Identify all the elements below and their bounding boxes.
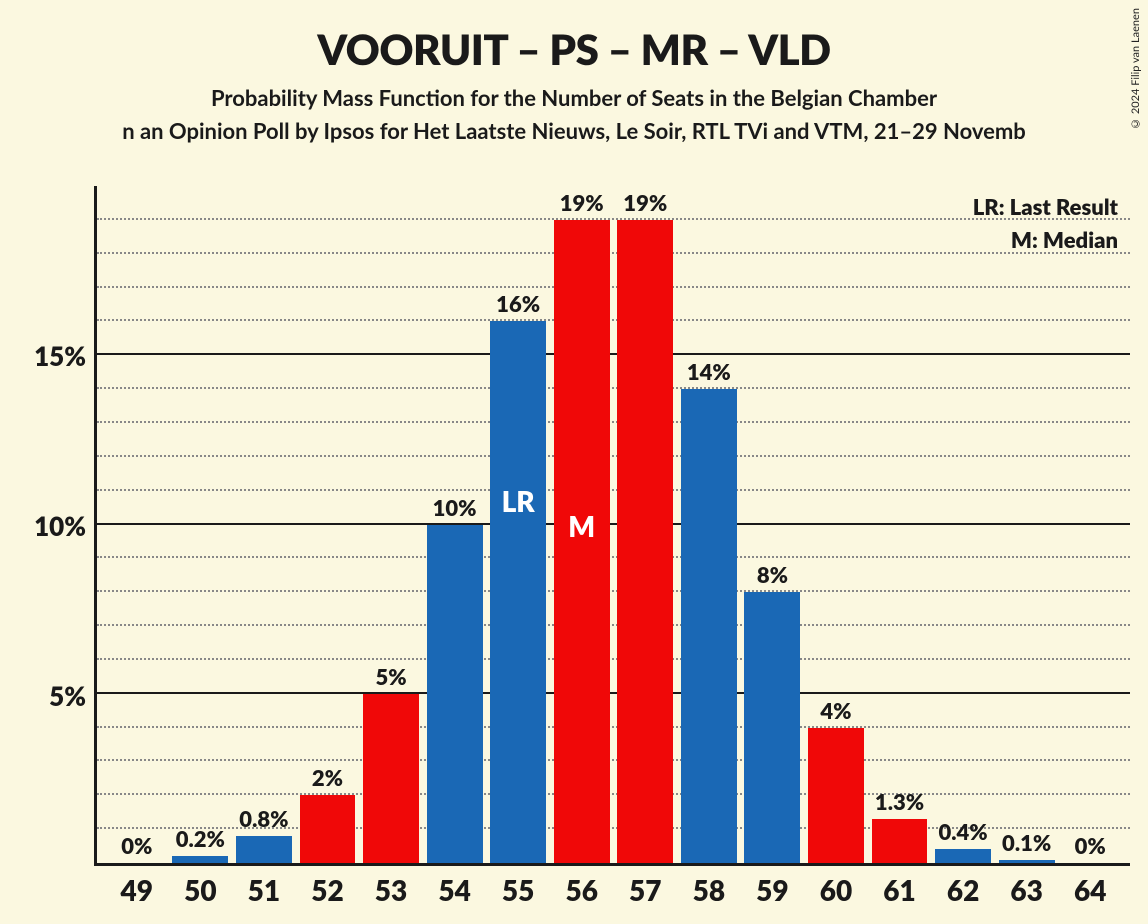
median-marker: M (568, 509, 595, 543)
bar: 0.8% (236, 836, 292, 863)
bar-value-label: 16% (496, 290, 540, 321)
bar-slot: 19% M (550, 186, 614, 863)
y-axis-label: 5% (49, 680, 86, 712)
bar-value-label: 0% (121, 832, 152, 863)
bar-slot: 14% (677, 186, 741, 863)
bar: 19%M (554, 220, 610, 863)
bar-slot: 5% (359, 186, 423, 863)
bar-slot: 0% (105, 186, 169, 863)
x-axis-label: 63 (995, 873, 1059, 907)
bar-slot: 10% (423, 186, 487, 863)
bar: 14% (681, 389, 737, 863)
bar: 8% (744, 592, 800, 863)
bar: 1.3% (872, 819, 928, 863)
bar-slot: 8% (741, 186, 805, 863)
y-axis-label: 10% (34, 510, 86, 542)
bar-value-label: 0.8% (239, 805, 288, 836)
bar-value-label: 0% (1075, 832, 1106, 863)
x-axis-label: 55 (486, 873, 550, 907)
bar-value-label: 0.4% (938, 818, 987, 849)
x-axis-label: 58 (677, 873, 741, 907)
x-axis-label: 56 (550, 873, 614, 907)
x-axis-label: 57 (614, 873, 678, 907)
bar-slot: 0.1% (995, 186, 1059, 863)
x-axis-label: 50 (169, 873, 233, 907)
bar-value-label: 1.3% (875, 788, 924, 819)
copyright-text: © 2024 Filip van Laenen (1129, 8, 1142, 130)
bar-slot: 16% LR (486, 186, 550, 863)
y-axis-labels: 5% 10% 15% (16, 186, 86, 866)
bar-value-label: 2% (312, 764, 343, 795)
x-axis-label: 54 (423, 873, 487, 907)
chart-title: VOORUIT – PS – MR – VLD (0, 0, 1148, 74)
bar-slot: 4% (804, 186, 868, 863)
bar: 0.2% (172, 856, 228, 863)
bar: 16%LR (490, 321, 546, 863)
bar: 4% (808, 728, 864, 863)
bar-value-label: 0.2% (176, 825, 225, 856)
bar: 19% (617, 220, 673, 863)
bar-slot: 2% (296, 186, 360, 863)
bars-container: 0%0.2%0.8%2%5%10%16%LR19%M19%14%8%4%1.3%… (97, 186, 1130, 863)
bar-slot: 1.3% (868, 186, 932, 863)
bar-value-label: 19% (560, 189, 604, 220)
x-axis-label: 62 (931, 873, 995, 907)
bar-slot: 19% (614, 186, 678, 863)
chart-subtitle-1: Probability Mass Function for the Number… (0, 74, 1148, 111)
bar-slot: 0.4% (931, 186, 995, 863)
bar: 2% (300, 795, 356, 863)
bar-value-label: 8% (757, 561, 788, 592)
y-axis-label: 15% (34, 340, 86, 372)
last-result-marker: LR (502, 484, 535, 518)
x-axis-label: 59 (741, 873, 805, 907)
bar-slot: 0.8% (232, 186, 296, 863)
chart-subtitle-2: n an Opinion Poll by Ipsos for Het Laats… (0, 111, 1148, 144)
x-axis-label: 61 (868, 873, 932, 907)
chart-area: LR: Last Result M: Median 5%10%15% 0%0.2… (94, 186, 1130, 866)
bar-slot: 0.2% (169, 186, 233, 863)
x-axis-label: 49 (105, 873, 169, 907)
bar: 5% (363, 694, 419, 863)
bar-value-label: 4% (820, 697, 851, 728)
x-axis-label: 64 (1058, 873, 1122, 907)
bar-value-label: 10% (433, 494, 477, 525)
bar: 10% (427, 525, 483, 864)
bar-value-label: 5% (375, 663, 406, 694)
bar: 0.4% (935, 849, 991, 863)
x-axis-label: 60 (804, 873, 868, 907)
x-axis-labels: 49505152535455565758596061626364 (97, 863, 1130, 907)
bar-slot: 0% (1058, 186, 1122, 863)
x-axis-label: 52 (296, 873, 360, 907)
plot-area: 0%0.2%0.8%2%5%10%16%LR19%M19%14%8%4%1.3%… (94, 186, 1130, 866)
bar-value-label: 19% (623, 189, 667, 220)
x-axis-label: 51 (232, 873, 296, 907)
x-axis-label: 53 (359, 873, 423, 907)
bar-value-label: 14% (687, 358, 731, 389)
bar-value-label: 0.1% (1002, 829, 1051, 860)
